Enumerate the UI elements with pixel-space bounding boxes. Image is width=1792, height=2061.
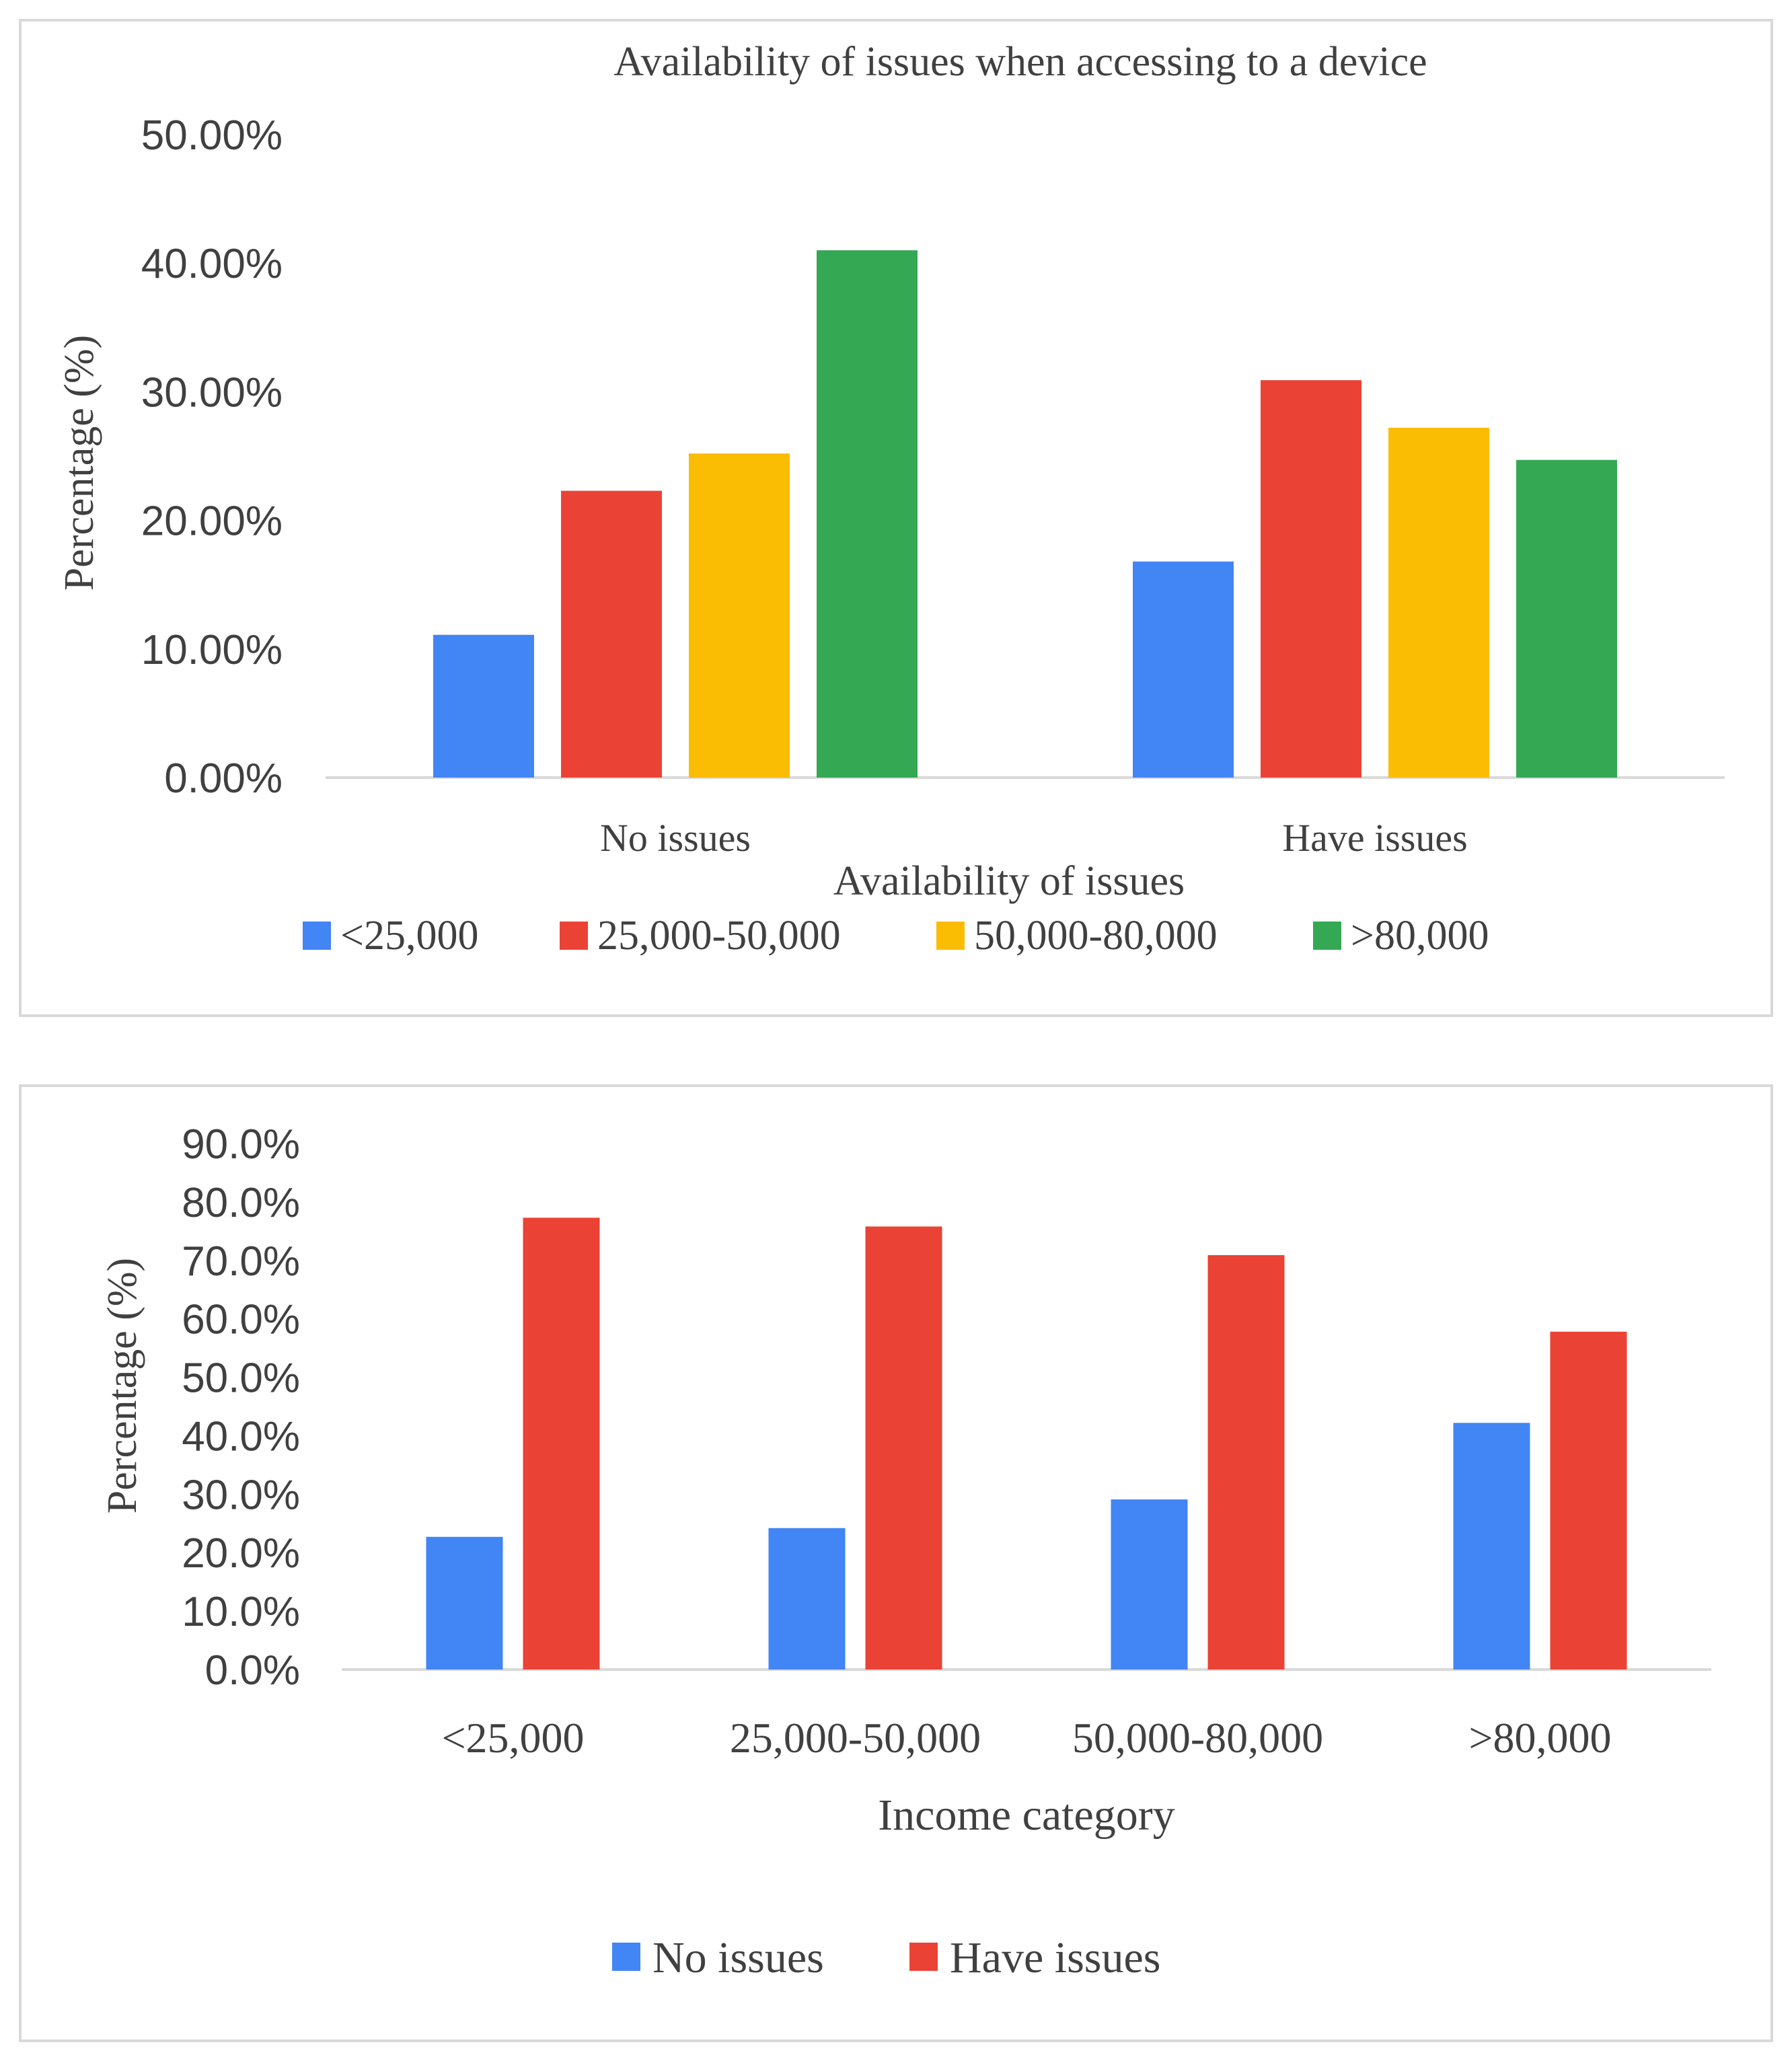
chart-2-y-tick-label: 50.0%: [182, 1355, 300, 1402]
chart-1-bar: [817, 250, 918, 778]
chart-2-y-tick-label: 80.0%: [182, 1180, 300, 1226]
chart-2-x-tick-label: >80,000: [1468, 1714, 1611, 1762]
chart-1: Availability of issues when accessing to…: [19, 19, 1773, 1017]
chart-2-bar: [1550, 1331, 1627, 1670]
chart-2-bar: [426, 1536, 503, 1670]
chart-1-x-axis-label: Availability of issues: [833, 858, 1185, 904]
chart-2-y-axis-label: Percentage (%): [100, 1258, 145, 1513]
chart-2-y-tick-label: 70.0%: [182, 1238, 300, 1285]
chart-2-x-tick-label: <25,000: [441, 1714, 584, 1762]
chart-2-bar: [1207, 1254, 1285, 1670]
chart-1-bar: [1133, 561, 1234, 778]
chart-2-legend-swatch: [612, 1943, 640, 1971]
chart-1-legend-swatch: [1313, 922, 1341, 950]
chart-1-legend-label: 25,000-50,000: [597, 913, 841, 959]
chart-1-x-tick-label: No issues: [600, 816, 751, 860]
chart-1-y-tick-label: 0.00%: [164, 755, 283, 802]
chart-1-bar: [561, 490, 662, 778]
chart-1-legend-swatch: [936, 922, 965, 950]
chart-2-bar: [1453, 1423, 1530, 1670]
chart-2-y-tick-label: 20.0%: [182, 1530, 300, 1577]
chart-2-legend-label: No issues: [652, 1933, 824, 1982]
chart-1-legend-swatch: [303, 922, 331, 950]
chart-2-bar: [768, 1528, 846, 1670]
chart-1-bar: [433, 634, 534, 778]
chart-2: 0.0% 10.0% 20.0% 30.0% 40.0% 50.0% 60.0% 70.0% 8…: [19, 1084, 1773, 2042]
chart-1-legend-swatch: [560, 922, 588, 950]
chart-1-legend-label: >80,000: [1351, 913, 1489, 959]
chart-2-y-tick-label: 10.0%: [182, 1589, 300, 1635]
chart-1-bar: [1261, 380, 1361, 778]
chart-1-y-tick-label: 30.00%: [141, 369, 283, 416]
chart-1-y-tick-label: 40.00%: [141, 241, 283, 287]
chart-2-legend-swatch: [909, 1943, 938, 1971]
chart-1-y-tick-label: 50.00%: [141, 112, 283, 159]
chart-1-x-tick-label: Have issues: [1282, 816, 1467, 860]
chart-2-y-tick-label: 30.0%: [182, 1472, 300, 1518]
chart-2-x-tick-label: 50,000-80,000: [1072, 1714, 1323, 1762]
chart-1-title: Availability of issues when accessing to…: [613, 39, 1427, 85]
chart-2-y-tick-label: 40.0%: [182, 1413, 300, 1460]
chart-1-bar: [1388, 427, 1489, 778]
chart-1-y-tick-label: 10.00%: [141, 627, 283, 673]
chart-1-bar: [689, 453, 790, 778]
chart-1-y-tick-label: 20.00%: [141, 498, 283, 545]
chart-2-bar: [523, 1217, 600, 1670]
chart-1-legend-label: <25,000: [340, 913, 478, 959]
chart-2-y-tick-label: 90.0%: [182, 1121, 300, 1168]
chart-2-y-tick-label: 0.0%: [205, 1647, 300, 1694]
chart-1-y-axis-label: Percentage (%): [57, 335, 102, 591]
chart-2-bar: [1111, 1499, 1188, 1670]
chart-2-x-tick-label: 25,000-50,000: [730, 1714, 981, 1762]
chart-2-bar: [865, 1226, 942, 1670]
chart-2-y-tick-label: 60.0%: [182, 1297, 300, 1343]
chart-1-bar: [1516, 459, 1617, 778]
chart-2-legend-label: Have issues: [950, 1933, 1160, 1982]
chart-2-x-axis-label: Income category: [878, 1791, 1175, 1840]
chart-1-legend-label: 50,000-80,000: [974, 913, 1218, 959]
